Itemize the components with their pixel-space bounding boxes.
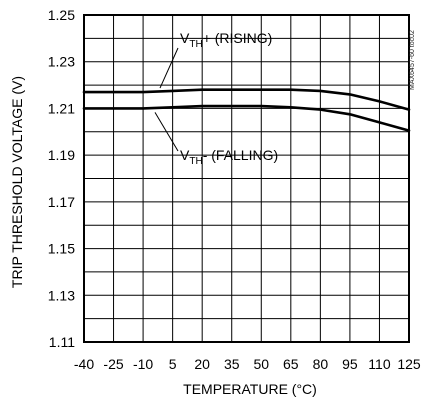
annotation-leader-line xyxy=(154,112,179,152)
y-tick-label: 1.17 xyxy=(48,194,75,210)
x-tick-label: 20 xyxy=(194,356,210,372)
x-tick-label: 35 xyxy=(224,356,240,372)
annotation-rising: VTH+ (RISING) xyxy=(180,30,272,50)
x-tick-label: -25 xyxy=(103,356,123,372)
annotation-leader-line xyxy=(159,47,179,89)
y-tick-label: 1.23 xyxy=(48,54,75,70)
y-tick-label: 1.13 xyxy=(48,287,75,303)
figure-code-watermark: MAX6457-60 toc02 xyxy=(409,30,416,90)
x-axis-title: TEMPERATURE (°C) xyxy=(183,381,317,397)
series-line-rising xyxy=(82,88,411,111)
x-tick-label: -10 xyxy=(133,356,153,372)
x-tick-label: 110 xyxy=(368,356,391,372)
y-tick-label: 1.11 xyxy=(49,334,75,350)
x-tick-label: 125 xyxy=(397,356,421,372)
plot-frame xyxy=(83,14,410,343)
x-tick-label: 5 xyxy=(169,356,177,372)
y-axis-title: TRIP THRESHOLD VOLTAGE (V) xyxy=(9,76,25,288)
x-tick-label: 80 xyxy=(313,356,329,372)
annotation-falling: VTH- (FALLING) xyxy=(180,147,278,167)
y-tick-label: 1.25 xyxy=(48,7,75,23)
y-tick-label: 1.19 xyxy=(48,147,75,163)
grid-lines xyxy=(84,15,409,342)
y-tick-label: 1.15 xyxy=(48,241,75,257)
x-tick-label: 65 xyxy=(283,356,299,372)
x-tick-label: 50 xyxy=(253,356,269,372)
x-tick-label: 95 xyxy=(342,356,358,372)
y-tick-label: 1.21 xyxy=(48,100,75,116)
y-tick-labels: 1.25 1.23 1.21 1.19 1.17 1.15 1.13 1.11 xyxy=(48,7,75,350)
series-lines xyxy=(82,88,411,132)
series-line-falling xyxy=(82,104,411,132)
annotations: VTH+ (RISING) VTH- (FALLING) xyxy=(154,30,278,167)
x-tick-label: -40 xyxy=(74,356,94,372)
x-tick-labels: -40 -25 -10 5 20 35 50 65 80 95 110 125 xyxy=(74,356,421,372)
